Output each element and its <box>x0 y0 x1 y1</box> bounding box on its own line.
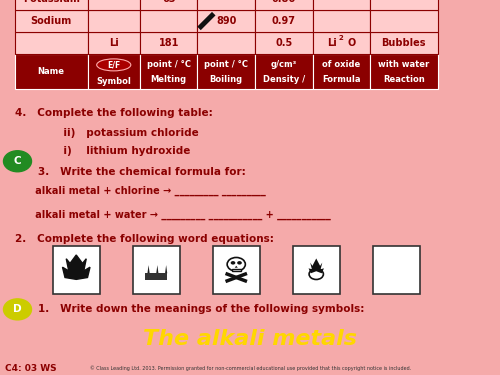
Bar <box>140 10 198 32</box>
Bar <box>15 0 88 10</box>
Text: alkali metal + chlorine → _________ _________: alkali metal + chlorine → _________ ____… <box>15 186 266 196</box>
Bar <box>232 269 241 271</box>
Text: i)    lithium hydroxide: i) lithium hydroxide <box>38 146 190 156</box>
Bar <box>197 12 216 30</box>
Text: C4: 03 WS: C4: 03 WS <box>5 364 57 373</box>
Circle shape <box>309 269 324 279</box>
Bar <box>255 0 312 10</box>
Text: C: C <box>14 156 22 166</box>
Polygon shape <box>234 266 238 268</box>
Text: Name: Name <box>38 67 65 76</box>
Text: 63: 63 <box>162 0 175 4</box>
Bar <box>312 10 370 32</box>
Bar <box>140 54 198 89</box>
Text: 1.   Write down the meanings of the following symbols:: 1. Write down the meanings of the follow… <box>38 304 364 314</box>
Bar <box>140 0 198 10</box>
Text: of oxide: of oxide <box>322 60 360 69</box>
Bar <box>255 54 312 89</box>
Bar <box>145 273 167 280</box>
Bar <box>198 54 255 89</box>
Circle shape <box>4 151 32 172</box>
Bar <box>312 54 370 89</box>
Bar <box>372 246 420 294</box>
Text: Symbol: Symbol <box>96 76 131 86</box>
Text: 4.   Complete the following table:: 4. Complete the following table: <box>15 108 213 118</box>
Bar <box>312 0 370 10</box>
Bar <box>255 10 312 32</box>
Bar <box>370 0 438 10</box>
Text: point / °C: point / °C <box>204 60 248 69</box>
Text: 3.   Write the chemical formula for:: 3. Write the chemical formula for: <box>38 167 245 177</box>
Text: O: O <box>347 38 356 48</box>
Text: 890: 890 <box>216 16 236 26</box>
Bar <box>15 32 88 54</box>
Polygon shape <box>308 258 324 273</box>
Bar <box>198 32 255 54</box>
Bar <box>370 32 438 54</box>
Circle shape <box>227 258 246 271</box>
Bar <box>198 0 255 10</box>
Bar <box>132 246 180 294</box>
Bar <box>292 246 340 294</box>
Bar <box>198 10 255 32</box>
Bar <box>88 32 140 54</box>
Text: 0.86: 0.86 <box>272 0 296 4</box>
Text: 2.   Complete the following word equations:: 2. Complete the following word equations… <box>15 234 274 244</box>
Bar <box>15 10 88 32</box>
Bar <box>370 10 438 32</box>
Text: Density /: Density / <box>262 75 305 84</box>
Polygon shape <box>156 265 158 273</box>
Polygon shape <box>165 265 167 273</box>
Bar <box>212 246 260 294</box>
Polygon shape <box>148 265 150 273</box>
Circle shape <box>230 261 235 265</box>
Text: E/F: E/F <box>107 60 120 69</box>
Bar <box>15 54 88 89</box>
Bar <box>140 32 198 54</box>
Text: g/cm³: g/cm³ <box>270 60 297 69</box>
Text: The alkali metals: The alkali metals <box>143 329 357 350</box>
Text: D: D <box>13 304 22 314</box>
Text: 0.5: 0.5 <box>275 38 292 48</box>
Text: Reaction: Reaction <box>383 75 424 84</box>
Text: Boiling: Boiling <box>210 75 243 84</box>
Text: Melting: Melting <box>150 75 187 84</box>
Bar <box>88 54 140 89</box>
Text: ii)   potassium chloride: ii) potassium chloride <box>38 128 198 138</box>
Text: Formula: Formula <box>322 75 360 84</box>
Text: © Class Leading Ltd. 2013. Permission granted for non-commercial educational use: © Class Leading Ltd. 2013. Permission gr… <box>90 365 411 371</box>
Text: Bubbles: Bubbles <box>382 38 426 48</box>
Bar <box>88 0 140 10</box>
Text: 181: 181 <box>158 38 179 48</box>
Text: Sodium: Sodium <box>30 16 72 26</box>
Bar <box>312 32 370 54</box>
Polygon shape <box>62 255 90 279</box>
Text: 0.97: 0.97 <box>272 16 296 26</box>
Text: alkali metal + water → _________ ___________ + ___________: alkali metal + water → _________ _______… <box>15 210 331 220</box>
Text: 2: 2 <box>338 35 343 41</box>
Circle shape <box>237 261 242 265</box>
Bar <box>255 32 312 54</box>
Text: point / °C: point / °C <box>146 60 190 69</box>
Circle shape <box>4 299 32 320</box>
Text: Li: Li <box>109 38 118 48</box>
Bar <box>52 246 100 294</box>
Bar <box>370 54 438 89</box>
Text: Li: Li <box>328 38 337 48</box>
Ellipse shape <box>96 59 131 71</box>
Text: with water: with water <box>378 60 430 69</box>
Bar <box>88 10 140 32</box>
Text: Potassium: Potassium <box>23 0 80 4</box>
